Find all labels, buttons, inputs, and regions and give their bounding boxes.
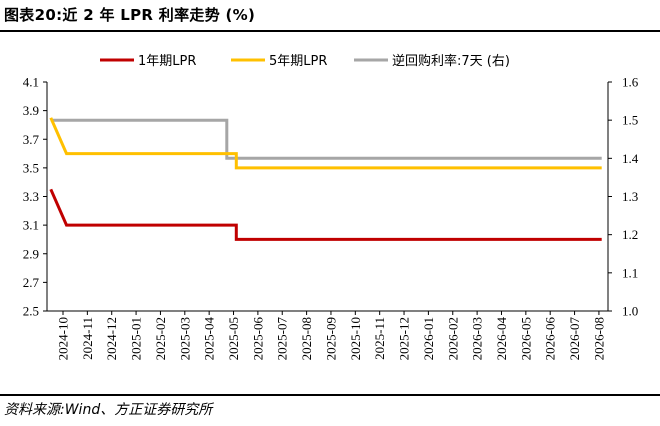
- source-divider: [0, 394, 660, 396]
- x-tick-label: 2024-10: [56, 317, 71, 360]
- left-tick-label: 3.3: [23, 189, 39, 204]
- x-tick-label: 2026-05: [518, 317, 533, 360]
- x-tick-label: 2026-08: [591, 317, 606, 360]
- legend-label-0: 1年期LPR: [138, 54, 196, 69]
- x-tick-label: 2025-07: [275, 317, 290, 361]
- x-tick-label: 2025-04: [202, 317, 217, 361]
- left-tick-label: 3.5: [23, 160, 39, 175]
- source-note: 资料来源:Wind、方正证券研究所: [4, 402, 213, 418]
- right-tick-label: 1.2: [622, 227, 638, 242]
- series-line-1: [49, 117, 602, 170]
- title-divider: [0, 30, 660, 32]
- right-tick-label: 1.6: [622, 75, 639, 90]
- left-tick-label: 4.1: [23, 75, 39, 90]
- x-tick-label: 2025-10: [348, 317, 363, 360]
- x-tick-label: 2026-03: [470, 317, 485, 360]
- x-tick-label: 2025-08: [299, 317, 314, 360]
- left-tick-label: 3.7: [23, 132, 40, 147]
- left-tick-label: 3.9: [23, 103, 39, 118]
- x-tick-label: 2026-06: [543, 317, 558, 361]
- figure-title: 图表20:近 2 年 LPR 利率走势 (%): [4, 6, 256, 24]
- x-tick-label: 2025-02: [153, 317, 168, 360]
- legend-label-1: 5年期LPR: [269, 54, 327, 69]
- x-tick-label: 2025-11: [372, 317, 387, 360]
- right-tick-label: 1.1: [622, 265, 638, 280]
- x-tick-label: 2025-05: [226, 317, 241, 360]
- series-line-0: [49, 188, 602, 241]
- right-tick-label: 1.5: [622, 113, 638, 128]
- right-tick-label: 1.4: [622, 151, 639, 166]
- left-tick-label: 2.5: [23, 304, 39, 319]
- x-tick-label: 2026-07: [567, 317, 582, 361]
- left-tick-label: 3.1: [23, 218, 39, 233]
- x-tick-label: 2025-06: [250, 317, 265, 361]
- lpr-line-chart: 2.5 2.7 2.9 3.1 3.3 3.5 3.7 3.9 4.1 1.0 1.1 1.2 1.3…: [23, 53, 639, 361]
- left-tick-label: 2.9: [23, 246, 39, 261]
- x-tick-label: 2025-09: [323, 317, 338, 360]
- right-tick-label: 1.0: [622, 304, 638, 319]
- x-tick-label: 2024-11: [80, 317, 95, 360]
- x-tick-label: 2026-01: [421, 317, 436, 360]
- x-tick-label: 2025-01: [129, 317, 144, 360]
- legend-label-2: 逆回购利率:7天 (右): [392, 53, 510, 69]
- x-tick-label: 2026-02: [445, 317, 460, 360]
- x-tick-label: 2026-04: [494, 317, 509, 361]
- x-tick-label: 2024-12: [104, 317, 119, 360]
- x-tick-label: 2025-12: [397, 317, 412, 360]
- left-tick-label: 2.7: [23, 275, 40, 290]
- x-tick-label: 2025-03: [177, 317, 192, 360]
- series-line-2: [50, 118, 602, 160]
- right-tick-label: 1.3: [622, 189, 638, 204]
